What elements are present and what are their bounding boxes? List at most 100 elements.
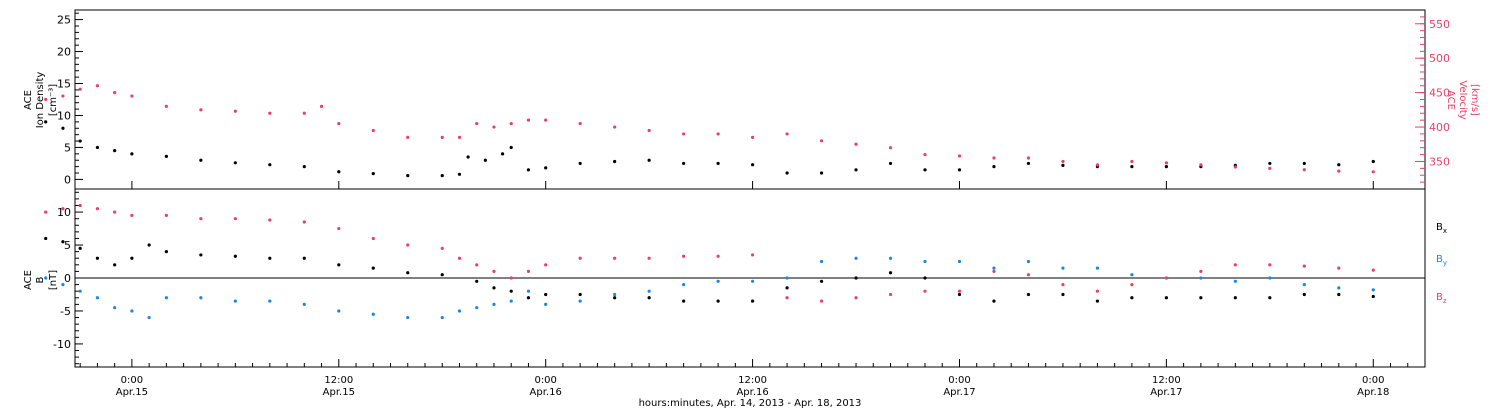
upper-series-1-point [492, 125, 496, 129]
upper-series-0-point [613, 159, 617, 164]
bx-point [1371, 294, 1375, 299]
upper-series-1-point [716, 132, 720, 136]
bz-point [1233, 263, 1237, 267]
by-point [1371, 288, 1375, 292]
upper-series-1-point [1026, 156, 1031, 160]
lower-tick-label: -5 [60, 305, 71, 318]
upper-series-1-point [113, 91, 117, 95]
x-tick-time: 0:00 [948, 375, 970, 386]
upper-right-tick-label: 400 [1429, 121, 1450, 134]
x-axis-title: hours:minutes, Apr. 14, 2013 - Apr. 18, … [639, 398, 862, 409]
upper-series-1-point [647, 128, 651, 133]
bz-point [888, 292, 893, 297]
upper-series-1-point [578, 121, 582, 126]
upper-series-0-point [716, 161, 720, 166]
bz-point [1164, 276, 1168, 280]
upper-series-0-point [819, 171, 824, 175]
bz-point [750, 253, 755, 257]
upper-ylabel-right-line3: [km/s] [1469, 84, 1480, 116]
bx-point [923, 276, 927, 280]
upper-series-1-point [923, 152, 927, 157]
upper-series-0-point [406, 173, 410, 178]
bx-point [164, 250, 168, 254]
upper-series-1-point [526, 118, 531, 122]
by-point [750, 279, 755, 283]
upper-series-0-point [78, 139, 82, 143]
by-point [1026, 259, 1031, 264]
upper-series-0-point [500, 152, 505, 156]
by-point [406, 315, 410, 320]
upper-series-0-point [199, 158, 203, 162]
bz-point [268, 218, 272, 222]
upper-series-0-point [268, 163, 272, 167]
upper-series-1-point [337, 121, 341, 126]
bz-point [1302, 264, 1306, 268]
bx-point [371, 266, 375, 270]
by-point [1199, 276, 1203, 280]
lower-ylabel-line2: B [35, 276, 46, 283]
legend-bz: Bz [1436, 292, 1447, 305]
bz-point [1371, 268, 1375, 272]
bx-point [750, 299, 755, 303]
by-point [923, 259, 927, 264]
bx-point [509, 289, 513, 293]
by-point [1061, 266, 1065, 270]
upper-series-1-point [130, 94, 134, 98]
by-point [1130, 273, 1134, 277]
upper-series-1-point [1337, 169, 1341, 173]
bx-point [1268, 296, 1272, 300]
upper-series-0-point [164, 154, 168, 158]
upper-series-1-point [164, 104, 168, 108]
bx-point [785, 286, 789, 290]
bz-point [113, 210, 117, 214]
upper-ylabel-left-line3: [cm⁻³] [48, 84, 59, 116]
by-point [682, 282, 686, 287]
upper-series-1-point [199, 108, 203, 112]
upper-series-1-point [1164, 161, 1168, 165]
upper-series-0-point [1164, 165, 1168, 169]
legend-bx: Bx [1436, 222, 1447, 235]
upper-series-0-point [1061, 163, 1065, 167]
bz-point [923, 289, 927, 293]
bz-point [302, 220, 306, 224]
bx-point [233, 254, 237, 258]
x-tick-date: Apr.17 [1150, 387, 1182, 398]
bz-point [716, 254, 720, 258]
by-point [785, 276, 789, 280]
bz-point [509, 276, 513, 280]
bz-point [1199, 269, 1203, 274]
upper-series-1-point [682, 132, 686, 136]
upper-frame [74, 9, 1426, 190]
bx-point [647, 296, 651, 300]
upper-series-0-point [544, 166, 548, 170]
by-point [371, 312, 375, 316]
bz-point [1268, 263, 1272, 267]
bz-point [1026, 273, 1031, 277]
by-point [819, 259, 824, 264]
bx-point [406, 271, 410, 275]
bx-point [1026, 292, 1031, 297]
by-point [95, 296, 100, 300]
upper-right-tick-label: 450 [1429, 87, 1450, 100]
bz-point [337, 226, 341, 231]
bz-point [1095, 289, 1100, 293]
upper-series-0-point [440, 173, 444, 178]
bx-point [544, 292, 548, 297]
bz-point [682, 254, 686, 258]
by-point [233, 299, 237, 303]
x-tick-time: 0:00 [534, 375, 556, 386]
x-tick-time: 12:00 [324, 375, 353, 386]
by-point [613, 292, 617, 297]
upper-right-tick-label: 350 [1429, 155, 1450, 168]
upper-series-0-point [302, 165, 306, 169]
upper-ylabel-right-line2: Velocity [1457, 80, 1468, 119]
by-point [578, 299, 582, 303]
bx-point [1095, 299, 1100, 303]
upper-series-1-point [992, 156, 996, 160]
x-axis: 0:00Apr.1512:00Apr.150:00Apr.1612:00Apr.… [79, 181, 1426, 398]
upper-series-1-point [785, 132, 789, 136]
by-point [268, 299, 272, 303]
upper-series-0-point [854, 168, 858, 172]
bz-point [199, 217, 203, 221]
